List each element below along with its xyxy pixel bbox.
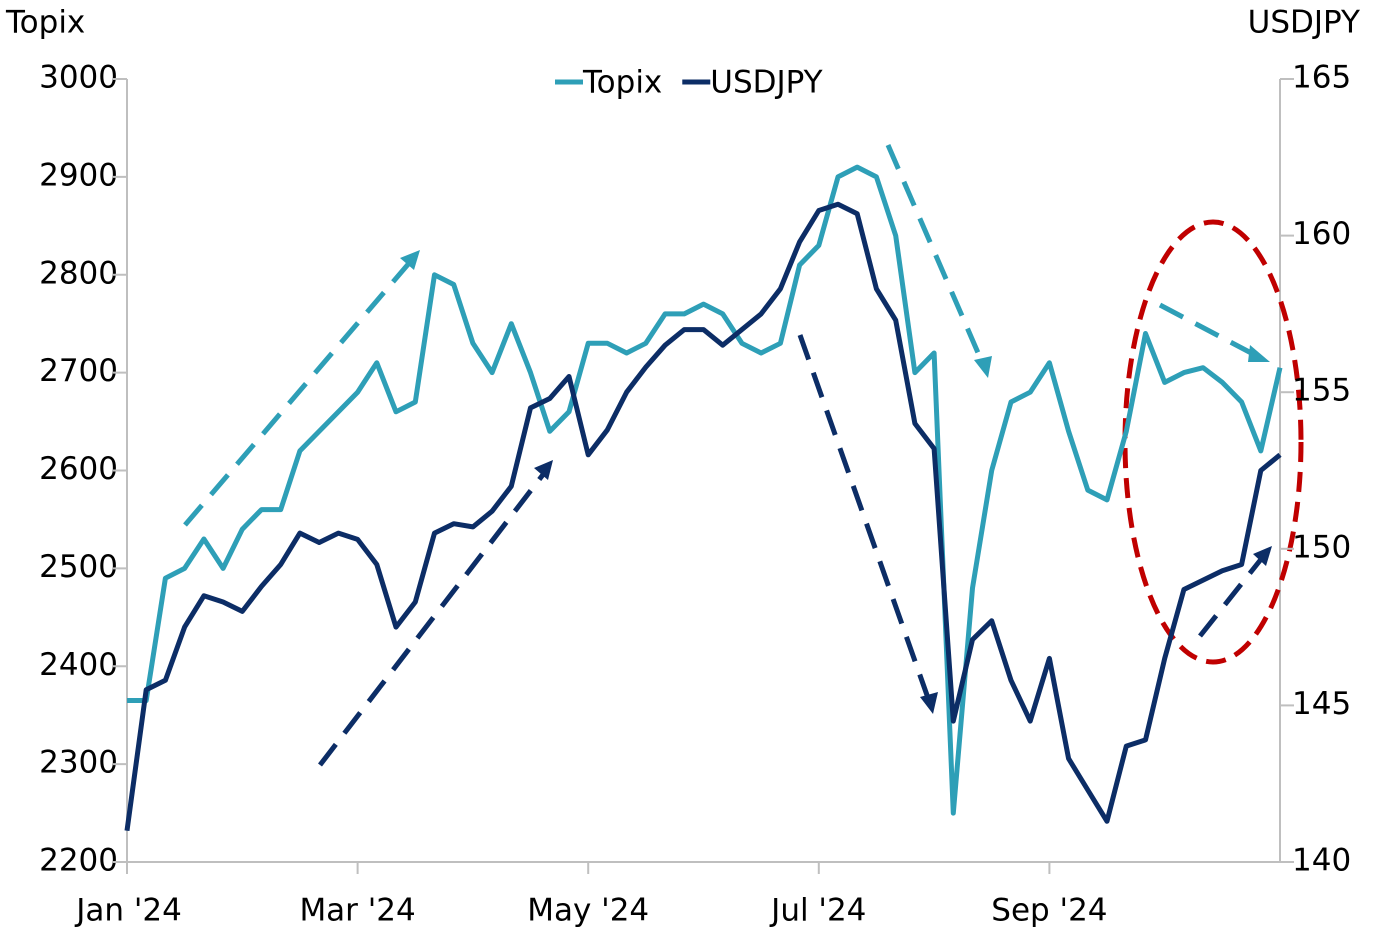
y-tick-label: 2900 — [39, 157, 118, 193]
y2-tick-label: 165 — [1292, 60, 1351, 96]
y-tick-label: 2200 — [39, 843, 118, 879]
x-tick-label: Mar '24 — [299, 893, 415, 929]
annotations — [183, 144, 1304, 767]
y-tick-label: 3000 — [39, 60, 118, 96]
arrow — [183, 260, 412, 527]
series-line — [127, 164, 1283, 816]
arrow — [1158, 302, 1257, 358]
x-tick-label: May '24 — [527, 893, 649, 929]
arrow — [318, 470, 547, 767]
y2-tick-label: 155 — [1292, 373, 1351, 409]
x-tick-label: Jan '24 — [74, 893, 182, 929]
y-tick-label: 2600 — [39, 451, 118, 487]
y2-tick-label: 150 — [1292, 529, 1351, 565]
y-tick-label: 2800 — [39, 255, 118, 291]
arrowhead — [534, 460, 553, 480]
x-tick-label: Jul '24 — [769, 893, 866, 929]
y2-tick-label: 160 — [1292, 216, 1351, 252]
y-tick-label: 2400 — [39, 647, 118, 683]
arrow — [797, 334, 931, 699]
left-axis-title: Topix — [5, 5, 85, 41]
x-tick-label: Sep '24 — [991, 893, 1107, 929]
y2-tick-label: 140 — [1292, 843, 1351, 879]
y-tick-label: 2300 — [39, 745, 118, 781]
arrowhead — [1248, 345, 1270, 362]
highlight-ellipse — [1122, 219, 1304, 665]
arrowhead — [920, 692, 938, 714]
y-tick-label: 2500 — [39, 549, 118, 585]
arrowhead — [974, 356, 992, 378]
series-line — [124, 201, 1282, 832]
arrow — [1198, 556, 1264, 638]
y2-tick-label: 145 — [1292, 686, 1351, 722]
y-tick-label: 2700 — [39, 353, 118, 389]
arrow — [885, 144, 985, 363]
legend-label: USDJPY — [710, 65, 822, 101]
right-axis-title: USDJPY — [1248, 5, 1360, 41]
arrowhead — [400, 250, 420, 270]
legend-label: Topix — [582, 65, 662, 101]
arrowhead — [1253, 546, 1272, 566]
